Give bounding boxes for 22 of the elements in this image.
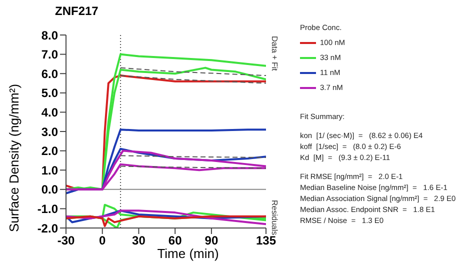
text: Data + Fit [270,36,279,71]
y-tick-label: 3.0 [41,124,58,139]
y-tick-label: 8.0 [41,28,58,42]
y-tick-label: 7.0 [41,48,58,62]
x-tick-label: 135 [256,234,276,248]
chart-title: ZNF217 [55,4,98,18]
y-tick-label: 2.0 [41,144,58,158]
x-tick-label: 0 [99,234,106,248]
y-tick-label: 0.0 [41,182,58,197]
x-tick-label: -30 [57,234,75,248]
y-axis-title: Surface Density (ng/mm²) [6,84,22,232]
y-tick-label: -1.0 [37,202,58,216]
text: Residuals [270,200,279,236]
y-tick-label: -2.0 [37,221,58,236]
x-axis-title: Time (min) [156,246,220,261]
x-tick-label: 30 [132,234,146,248]
x-tick-label: 90 [204,234,218,248]
x-tick-label: 60 [168,234,182,248]
y-tick-label: 4.0 [41,105,58,120]
y-tick-label: 5.0 [41,86,58,100]
y-tick-label: 1.0 [41,163,58,178]
y-tick-label: 6.0 [41,66,58,81]
